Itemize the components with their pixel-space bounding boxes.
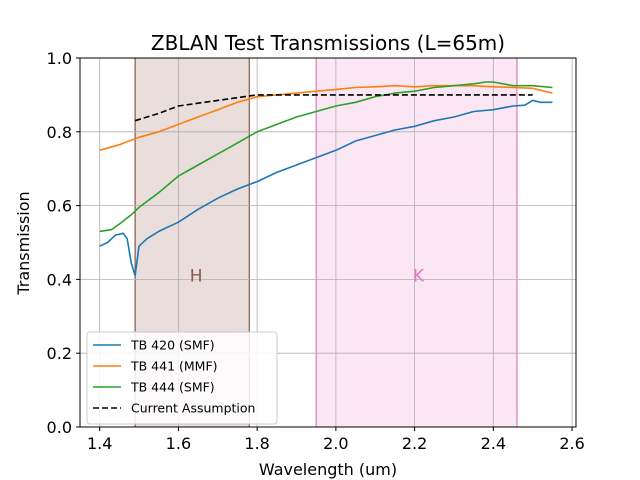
x-tick-label: 1.6	[166, 434, 191, 453]
bands-layer	[134, 58, 518, 427]
legend-entry-label: TB 420 (SMF)	[130, 338, 215, 353]
x-tick-label: 1.8	[244, 434, 269, 453]
y-axis-label: Transmission	[14, 191, 33, 295]
x-tick-label: 2.4	[481, 434, 506, 453]
series-line-3	[99, 81, 553, 233]
legend-entry-label: TB 441 (MMF)	[130, 359, 218, 374]
x-axis-label: Wavelength (um)	[259, 460, 397, 479]
y-tick-label: 0.2	[47, 344, 72, 363]
band-k-region	[316, 58, 517, 427]
x-tick-label: 1.4	[87, 434, 112, 453]
ticks-layer: 1.4 1.6 1.8 2.0 2.2 2.4 2.6 0.0 0.2 0.4 0.6 0.8 1.0	[47, 49, 585, 453]
series-line-1	[99, 99, 553, 277]
chart-title: ZBLAN Test Transmissions (L=65m)	[151, 31, 505, 55]
y-tick-label: 0.0	[47, 418, 72, 437]
y-tick-label: 0.8	[47, 123, 72, 142]
plot-frame	[79, 57, 577, 428]
y-tick-label: 0.6	[47, 197, 72, 216]
band-h-label: H	[190, 267, 203, 287]
y-tick-label: 1.0	[47, 49, 72, 68]
x-tick-label: 2.0	[323, 434, 348, 453]
x-tick-label: 2.2	[402, 434, 427, 453]
legend-box	[86, 331, 278, 425]
y-tick-label: 0.4	[47, 270, 72, 289]
series-line-2	[99, 84, 553, 152]
legend-entry-label: Current Assumption	[131, 401, 255, 416]
band-k-label: K	[413, 267, 425, 287]
legend: TB 420 (SMF) TB 441 (MMF) TB 444 (SMF) Curr…	[86, 331, 278, 425]
legend-entry-label: TB 444 (SMF)	[130, 380, 215, 395]
lines-layer	[99, 81, 553, 277]
series-line-4	[134, 94, 533, 122]
x-tick-label: 2.6	[559, 434, 584, 453]
